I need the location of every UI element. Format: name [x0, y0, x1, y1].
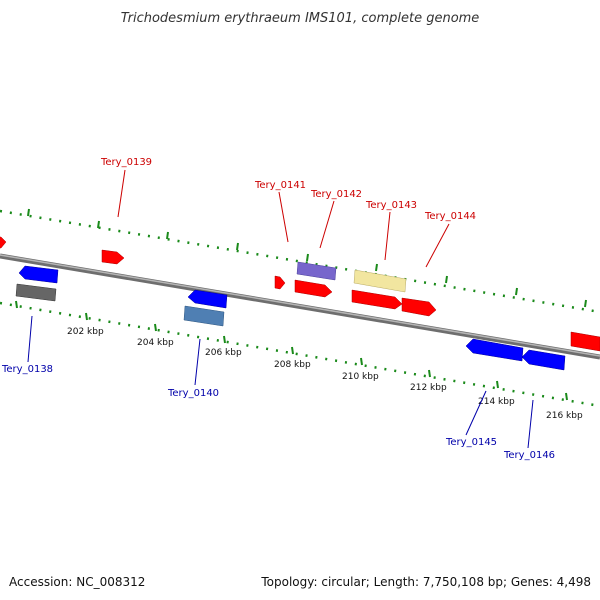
leader-line: [278, 191, 289, 243]
gene-arrow-tery-0145[interactable]: [465, 338, 524, 362]
gene-arrow-forward[interactable]: [274, 275, 286, 290]
gene-label-tery-0143[interactable]: Tery_0143: [365, 200, 417, 211]
scale-label: 216 kbp: [546, 411, 583, 421]
leader-line: [319, 200, 335, 249]
scale-label: 202 kbp: [67, 327, 104, 337]
outer-major-tick: [97, 220, 100, 229]
top-leader-lines: [117, 169, 450, 268]
outer-tick-track: [0, 208, 600, 314]
scale-label: 208 kbp: [274, 360, 311, 370]
outer-major-tick: [306, 253, 309, 262]
gene-label-tery-0146[interactable]: Tery_0146: [503, 450, 555, 461]
outer-major-tick: [515, 287, 518, 296]
backbone-line: [0, 253, 600, 360]
gene-label-tery-0138[interactable]: Tery_0138: [1, 364, 53, 375]
outer-major-tick: [27, 208, 30, 217]
feature-block-gray[interactable]: [15, 283, 57, 302]
inner-major-tick: [496, 380, 499, 389]
inner-major-tick: [565, 392, 568, 401]
gene-arrow-tery-0143[interactable]: [351, 289, 403, 310]
scale-label: 206 kbp: [205, 348, 242, 358]
inner-major-tick: [85, 312, 88, 321]
inner-major-tick: [15, 300, 18, 309]
scale-label: 204 kbp: [137, 338, 174, 348]
top-gene-labels: Tery_0139 Tery_0141 Tery_0142 Tery_0143 …: [100, 157, 476, 222]
gene-label-tery-0145[interactable]: Tery_0145: [445, 437, 497, 448]
scale-label: 214 kbp: [478, 397, 515, 407]
scale-label: 212 kbp: [410, 383, 447, 393]
feature-block-steel[interactable]: [183, 305, 225, 327]
leader-line: [527, 399, 534, 449]
gene-arrow-tery-0140[interactable]: [187, 289, 228, 309]
scale-label: 210 kbp: [342, 372, 379, 382]
outer-major-tick: [584, 299, 587, 308]
leader-line: [465, 390, 487, 436]
gene-label-tery-0141[interactable]: Tery_0141: [254, 180, 306, 191]
leader-line: [425, 223, 450, 268]
gene-label-tery-0139[interactable]: Tery_0139: [100, 157, 152, 168]
outer-major-tick: [166, 231, 169, 240]
gene-arrow-tery-0144[interactable]: [401, 297, 437, 317]
forward-genes: [0, 236, 600, 352]
gene-arrow-forward[interactable]: [0, 236, 7, 249]
scale-labels: 202 kbp 204 kbp 206 kbp 208 kbp 210 kbp …: [67, 327, 583, 421]
outer-major-tick: [236, 242, 239, 251]
feature-block-yellow[interactable]: [353, 269, 407, 293]
outer-dot-line: [0, 209, 600, 314]
backbone-highlight: [0, 254, 600, 357]
gene-arrow-tery-0139[interactable]: [101, 249, 125, 265]
feature-blocks: [15, 261, 407, 327]
gene-arrow-forward[interactable]: [570, 331, 600, 352]
inner-dot-line: [0, 301, 600, 408]
leader-line: [117, 169, 126, 218]
map-title: Trichodesmium erythraeum IMS101, complet…: [121, 11, 480, 26]
inner-major-tick: [360, 357, 363, 366]
outer-major-tick: [445, 275, 448, 284]
leader-line: [27, 315, 33, 363]
bottom-gene-labels: Tery_0138 Tery_0140 Tery_0145 Tery_0146: [1, 364, 555, 461]
leader-line: [194, 338, 201, 386]
topology-text: Topology: circular; Length: 7,750,108 bp…: [260, 575, 591, 589]
gene-label-tery-0144[interactable]: Tery_0144: [424, 211, 476, 222]
gene-label-tery-0142[interactable]: Tery_0142: [310, 189, 362, 200]
genome-backbone: [0, 253, 600, 360]
gene-arrow-tery-0138[interactable]: [18, 265, 59, 284]
inner-major-tick: [291, 346, 294, 355]
gene-arrow-tery-0141[interactable]: [294, 279, 333, 298]
gene-label-tery-0140[interactable]: Tery_0140: [167, 388, 219, 399]
feature-block-violet[interactable]: [296, 261, 337, 281]
outer-major-tick: [375, 263, 378, 272]
inner-major-tick: [428, 369, 431, 378]
bottom-leader-lines: [27, 315, 534, 449]
reverse-genes: [18, 265, 566, 371]
inner-major-tick: [154, 323, 157, 332]
gene-arrow-tery-0146[interactable]: [521, 349, 566, 371]
inner-tick-track: [0, 300, 600, 408]
inner-major-tick: [223, 335, 226, 344]
accession-text: Accession: NC_008312: [9, 575, 145, 589]
leader-line: [384, 211, 391, 261]
